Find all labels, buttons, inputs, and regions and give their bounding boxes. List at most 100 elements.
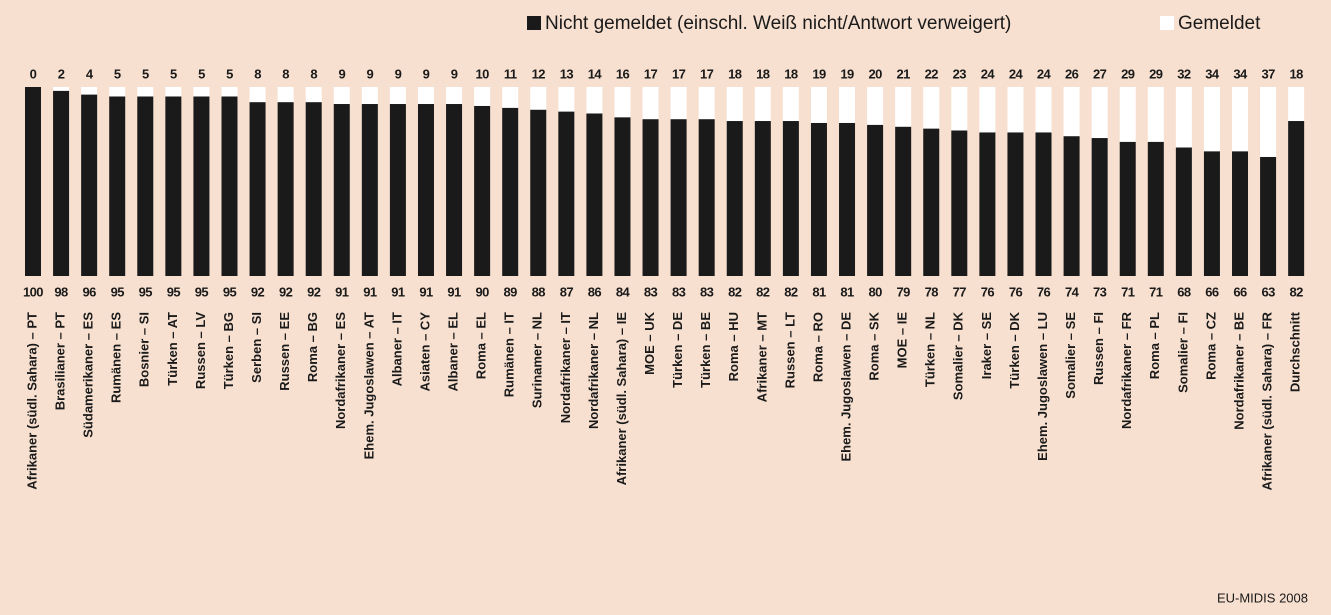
bar-segment bbox=[1288, 121, 1305, 277]
value-label: 5 bbox=[198, 66, 205, 81]
x-tick-label: Surinamer – NL bbox=[530, 312, 545, 408]
value-label: 95 bbox=[111, 284, 125, 299]
value-label: 18 bbox=[784, 66, 798, 81]
x-tick-label: Roma – PL bbox=[1147, 312, 1162, 379]
bar-segment bbox=[782, 87, 799, 122]
value-label: 2 bbox=[58, 66, 65, 81]
bar-segment bbox=[1007, 87, 1024, 133]
value-label: 21 bbox=[897, 66, 911, 81]
x-tick-label: MOE – IE bbox=[895, 312, 910, 369]
bar-segment bbox=[109, 96, 126, 276]
bar-segment bbox=[951, 130, 968, 276]
bar-segment bbox=[389, 104, 406, 276]
bar-segment bbox=[923, 87, 940, 129]
bar-segment bbox=[895, 126, 912, 276]
value-label: 63 bbox=[1261, 284, 1275, 299]
bar-segment bbox=[670, 119, 687, 276]
x-tick-label: Afrikaner (südl. Sahara) – IE bbox=[614, 312, 629, 486]
value-label: 26 bbox=[1065, 66, 1079, 81]
value-label: 9 bbox=[451, 66, 458, 81]
bar-segment bbox=[1175, 87, 1192, 148]
value-label: 98 bbox=[54, 284, 68, 299]
value-label: 88 bbox=[532, 284, 546, 299]
value-label: 17 bbox=[644, 66, 658, 81]
bar-segment bbox=[642, 87, 659, 120]
bar-segment bbox=[109, 87, 126, 97]
value-label: 81 bbox=[840, 284, 854, 299]
x-tick-label: Türken – DK bbox=[1007, 311, 1022, 388]
bar-segment bbox=[305, 87, 322, 103]
bar-segment bbox=[951, 87, 968, 131]
value-label: 17 bbox=[672, 66, 686, 81]
bar-segment bbox=[923, 128, 940, 276]
value-label: 89 bbox=[504, 284, 518, 299]
x-tick-label: Türken – AT bbox=[165, 312, 180, 386]
value-label: 92 bbox=[251, 284, 265, 299]
value-label: 8 bbox=[310, 66, 317, 81]
value-label: 82 bbox=[728, 284, 742, 299]
x-tick-label: Roma – HU bbox=[726, 312, 741, 381]
x-tick-label: Nordafrikaner – IT bbox=[558, 312, 573, 423]
value-label: 0 bbox=[30, 66, 37, 81]
bar-segment bbox=[754, 87, 771, 122]
x-tick-label: Bosnier – SI bbox=[137, 312, 152, 387]
value-label: 92 bbox=[307, 284, 321, 299]
bar-segment bbox=[754, 121, 771, 277]
bar-segment bbox=[1147, 87, 1164, 142]
x-tick-label: Durchschnitt bbox=[1288, 311, 1303, 392]
bar-segment bbox=[221, 87, 238, 97]
value-label: 95 bbox=[223, 284, 237, 299]
legend-label: Nicht gemeldet (einschl. Weiß nicht/Antw… bbox=[545, 13, 1011, 34]
bar-segment bbox=[277, 87, 294, 103]
value-label: 84 bbox=[616, 284, 631, 299]
value-label: 91 bbox=[335, 284, 349, 299]
x-tick-label: Türken – NL bbox=[923, 312, 938, 387]
bar-segment bbox=[1091, 87, 1108, 139]
bar-segment bbox=[614, 117, 631, 277]
bar-segment bbox=[277, 102, 294, 277]
bar-segment bbox=[333, 87, 350, 105]
value-label: 68 bbox=[1177, 284, 1191, 299]
value-label: 16 bbox=[616, 66, 630, 81]
bar-segment bbox=[1203, 151, 1220, 276]
legend-label: Gemeldet bbox=[1178, 13, 1261, 34]
value-label: 71 bbox=[1149, 284, 1163, 299]
bar-segment bbox=[446, 87, 463, 105]
value-label: 4 bbox=[86, 66, 94, 81]
bar-segment bbox=[698, 119, 715, 276]
bar-segment bbox=[1203, 87, 1220, 152]
value-label: 66 bbox=[1233, 284, 1247, 299]
x-tick-label: Albaner – IT bbox=[389, 312, 404, 386]
value-label: 29 bbox=[1149, 66, 1163, 81]
value-label: 24 bbox=[1009, 66, 1024, 81]
bar-segment bbox=[867, 87, 884, 125]
bar-segment bbox=[361, 104, 378, 276]
bar-segment bbox=[1119, 141, 1136, 276]
bar-segment bbox=[1260, 87, 1277, 157]
x-tick-label: Albaner – EL bbox=[445, 312, 460, 392]
bar-segment bbox=[1175, 147, 1192, 276]
x-tick-label: Russen – LV bbox=[193, 312, 208, 389]
value-label: 32 bbox=[1177, 66, 1191, 81]
value-label: 91 bbox=[447, 284, 461, 299]
bar-segment bbox=[614, 87, 631, 118]
bar-segment bbox=[1232, 87, 1249, 152]
bar-segment bbox=[165, 96, 182, 276]
value-label: 82 bbox=[784, 284, 798, 299]
value-label: 91 bbox=[363, 284, 377, 299]
value-label: 81 bbox=[812, 284, 826, 299]
bar-segment bbox=[979, 87, 996, 133]
x-tick-label: Türken – BE bbox=[698, 312, 713, 388]
value-label: 18 bbox=[756, 66, 770, 81]
value-label: 79 bbox=[897, 284, 911, 299]
x-tick-label: Brasilianer – PT bbox=[53, 312, 68, 410]
value-label: 73 bbox=[1093, 284, 1107, 299]
x-tick-label: Roma – CZ bbox=[1203, 312, 1218, 380]
x-tick-label: Türken – DE bbox=[670, 312, 685, 388]
bar-segment bbox=[474, 87, 491, 106]
bar-segment bbox=[137, 96, 154, 276]
bar-segment bbox=[502, 107, 519, 276]
x-tick-label: Rumänen – IT bbox=[502, 312, 517, 397]
bar-segment bbox=[782, 121, 799, 277]
